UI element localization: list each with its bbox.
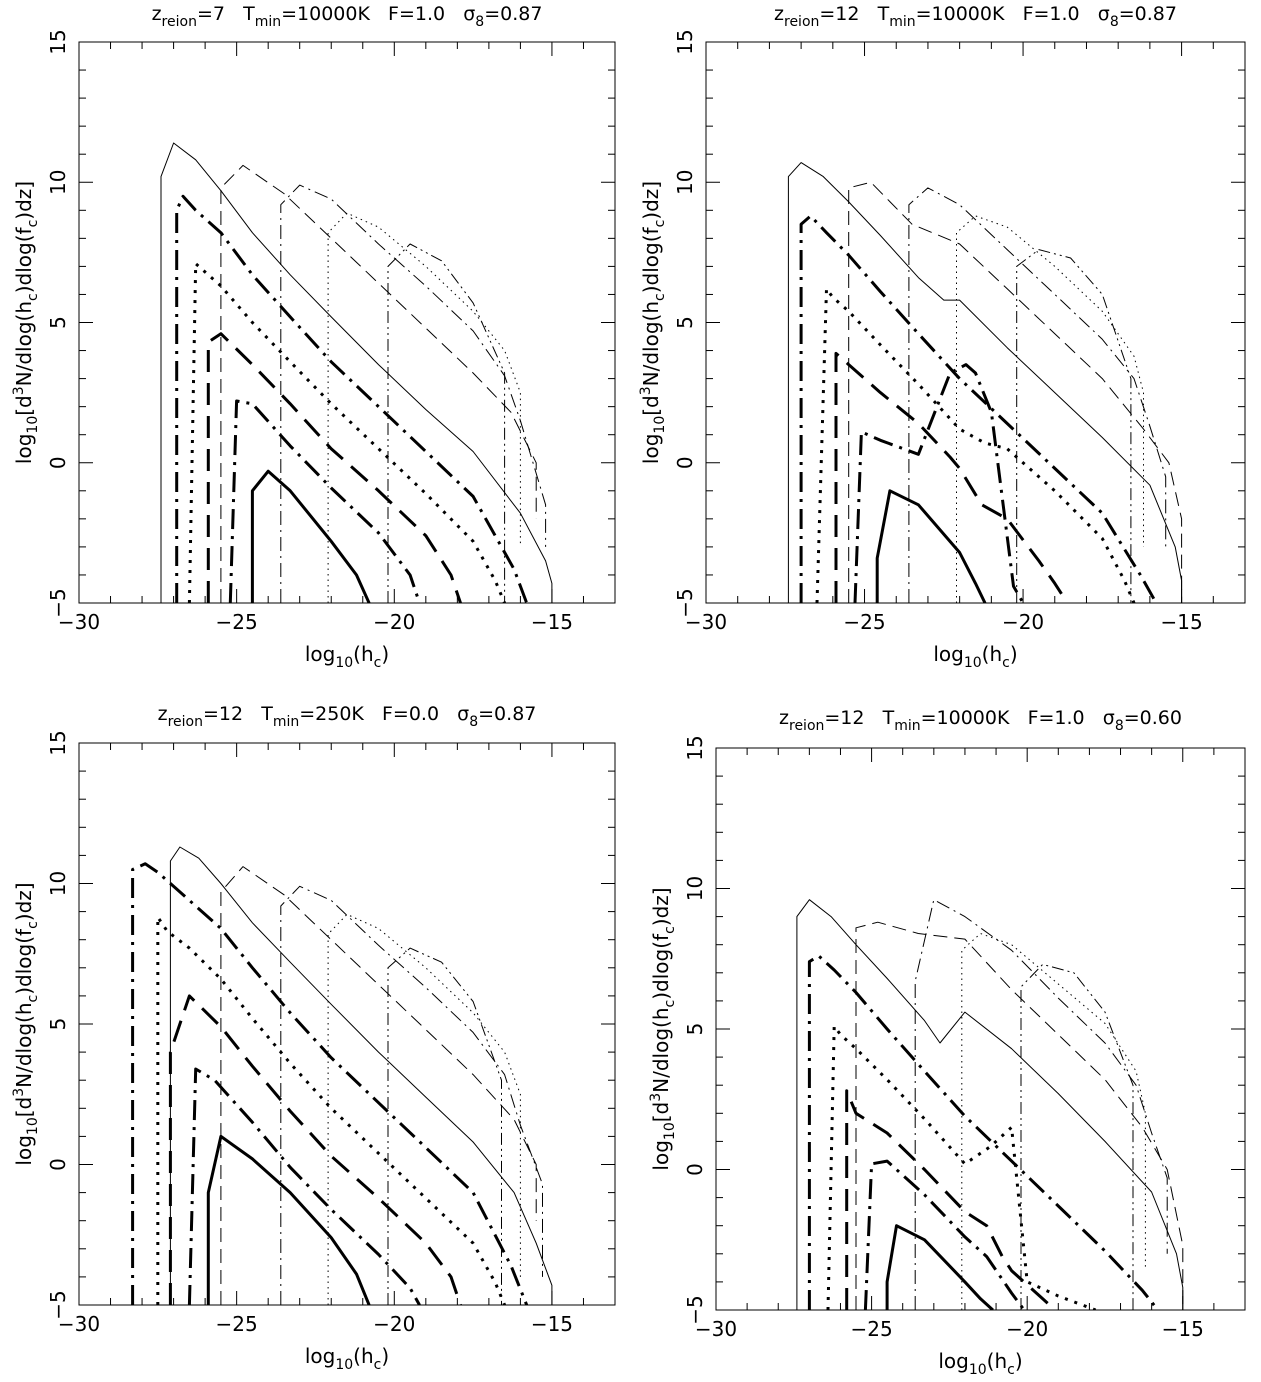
plot-frame <box>78 742 616 1306</box>
y-tick-label: 0 <box>673 456 697 469</box>
series-line-5-dashdotdot-thin <box>1016 249 1132 603</box>
series-line-1-solid-thin <box>787 162 1183 603</box>
y-tick-label: 10 <box>46 170 70 195</box>
y-tick-label: 15 <box>673 29 697 54</box>
x-axis-label: log10(hc) <box>938 1349 1022 1378</box>
series-line-4-dot-thin <box>327 913 521 1305</box>
x-tick-label: −20 <box>373 610 415 634</box>
x-tick-label: −25 <box>216 1312 258 1336</box>
y-tick-label: 15 <box>46 29 70 54</box>
series-line-2-dash-thin <box>220 164 537 603</box>
y-tick-label: 0 <box>46 456 70 469</box>
series-line-7-dot-thick <box>187 262 506 603</box>
series-line-1-solid-thin <box>160 142 553 603</box>
series-line-7-dot-thick <box>826 1024 1097 1310</box>
series-line-5-dashdotdot-thin <box>387 243 506 603</box>
x-tick-label: −30 <box>58 1312 100 1336</box>
x-tick-label: −15 <box>531 610 573 634</box>
x-tick-label: −20 <box>1006 1317 1048 1341</box>
x-tick-label: −30 <box>58 610 100 634</box>
series-line-7-dot-thick <box>815 287 1136 603</box>
series-line-8-dash-thick <box>845 1089 1057 1310</box>
x-tick-label: −15 <box>531 1312 573 1336</box>
series-line-5-dashdotdot-thin <box>1020 963 1134 1310</box>
x-tick-label: −25 <box>843 610 885 634</box>
series-line-6-dashdot-thick <box>799 214 1158 603</box>
y-axis-label: log10[d3N/dlog(hc)dlog(fc)dz] <box>11 181 41 464</box>
x-tick-label: −20 <box>373 1312 415 1336</box>
series-line-10-solid-thick <box>206 1134 371 1305</box>
panel-title: zreion=12 Tmin=10000K F=1.0 σ8=0.87 <box>774 3 1177 30</box>
y-axis-label: log10[d3N/dlog(hc)dlog(fc)dz] <box>638 181 668 464</box>
chart-panel-4: −30 −25 −20 −15 −5 0 5 10 15 log10(hc) log10[d3N/d… <box>648 707 1246 1378</box>
series-line-7-dot-thick <box>156 915 506 1305</box>
chart-panels: −30 −25 −20 −15 −5 0 5 10 15 log10(hc) log10[d3N/d… <box>11 3 1246 1378</box>
x-tick-label: −30 <box>685 610 727 634</box>
y-tick-label: −5 <box>46 1290 70 1319</box>
series-line-3-dashdot-thin <box>280 184 547 603</box>
x-tick-label: −15 <box>1160 610 1202 634</box>
series-line-8-dash-thick <box>206 332 462 603</box>
series-line-4-dot-thin <box>956 215 1144 603</box>
series-line-9-dashdot-thick <box>863 1159 1026 1310</box>
y-tick-label: −5 <box>46 588 70 617</box>
y-tick-label: 5 <box>683 1023 707 1036</box>
y-tick-label: 10 <box>46 871 70 896</box>
series-line-9-dashdot-thick <box>228 399 421 603</box>
series-line-10-solid-thick <box>250 469 371 603</box>
y-tick-label: 0 <box>46 1158 70 1171</box>
panel-title: zreion=7 Tmin=10000K F=1.0 σ8=0.87 <box>152 3 543 30</box>
series-line-10-solid-thick <box>875 489 987 603</box>
series-line-4-dot-thin <box>961 933 1146 1310</box>
y-tick-label: −5 <box>683 1295 707 1324</box>
series-line-3-dashdot-thin <box>914 899 1168 1310</box>
series-line-2-dash-thin <box>855 921 1184 1310</box>
series-line-1-solid-thin <box>169 846 553 1305</box>
y-tick-label: 15 <box>683 735 707 760</box>
y-tick-label: −5 <box>673 588 697 617</box>
y-tick-label: 5 <box>673 316 697 329</box>
series-line-8-dash-thick <box>168 994 462 1305</box>
series-line-9-dashdot-thick <box>187 1067 421 1305</box>
x-axis-label: log10(hc) <box>305 642 389 671</box>
y-tick-label: 5 <box>46 1018 70 1031</box>
chart-panel-2: −30 −25 −20 −15 −5 0 5 10 15 log10(hc) log10[d3N/d… <box>638 3 1246 671</box>
y-tick-label: 10 <box>683 876 707 901</box>
x-axis-label: log10(hc) <box>933 642 1017 671</box>
series-line-4-dot-thin <box>327 212 521 603</box>
plot-frame <box>78 41 616 604</box>
series-line-6-dashdot-thick <box>175 194 529 603</box>
series-line-5-dashdotdot-thin <box>387 947 502 1305</box>
y-tick-label: 10 <box>673 170 697 195</box>
y-tick-label: 5 <box>46 316 70 329</box>
series-line-8-dash-thick <box>834 351 1069 603</box>
series-line-1-solid-thin <box>796 899 1184 1310</box>
panel-title: zreion=12 Tmin=250K F=0.0 σ8=0.87 <box>158 703 537 730</box>
chart-panel-3: −30 −25 −20 −15 −5 0 5 10 15 log10(hc) log10[d3N/d… <box>11 703 616 1373</box>
panel-title: zreion=12 Tmin=10000K F=1.0 σ8=0.60 <box>779 707 1182 734</box>
y-axis-label: log10[d3N/dlog(hc)dlog(fc)dz] <box>11 882 41 1165</box>
series-line-3-dashdot-thin <box>280 885 543 1305</box>
x-tick-label: −25 <box>216 610 258 634</box>
series-line-6-dashdot-thick <box>131 862 529 1305</box>
series-line-9-dashdot-thick <box>853 363 1025 603</box>
x-tick-label: −15 <box>1162 1317 1204 1341</box>
y-tick-label: 0 <box>683 1163 707 1176</box>
x-tick-label: −25 <box>850 1317 892 1341</box>
chart-panel-1: −30 −25 −20 −15 −5 0 5 10 15 log10(hc) log10[d3N/d… <box>11 3 616 671</box>
y-tick-label: 15 <box>46 730 70 755</box>
series-line-10-solid-thick <box>885 1224 994 1310</box>
series-line-2-dash-thin <box>848 181 1183 603</box>
series-line-3-dashdot-thin <box>908 187 1167 603</box>
x-tick-label: −20 <box>1002 610 1044 634</box>
y-axis-label: log10[d3N/dlog(hc)dlog(fc)dz] <box>648 887 678 1170</box>
series-line-6-dashdot-thick <box>807 954 1160 1310</box>
x-axis-label: log10(hc) <box>305 1344 389 1373</box>
x-tick-label: −30 <box>695 1317 737 1341</box>
